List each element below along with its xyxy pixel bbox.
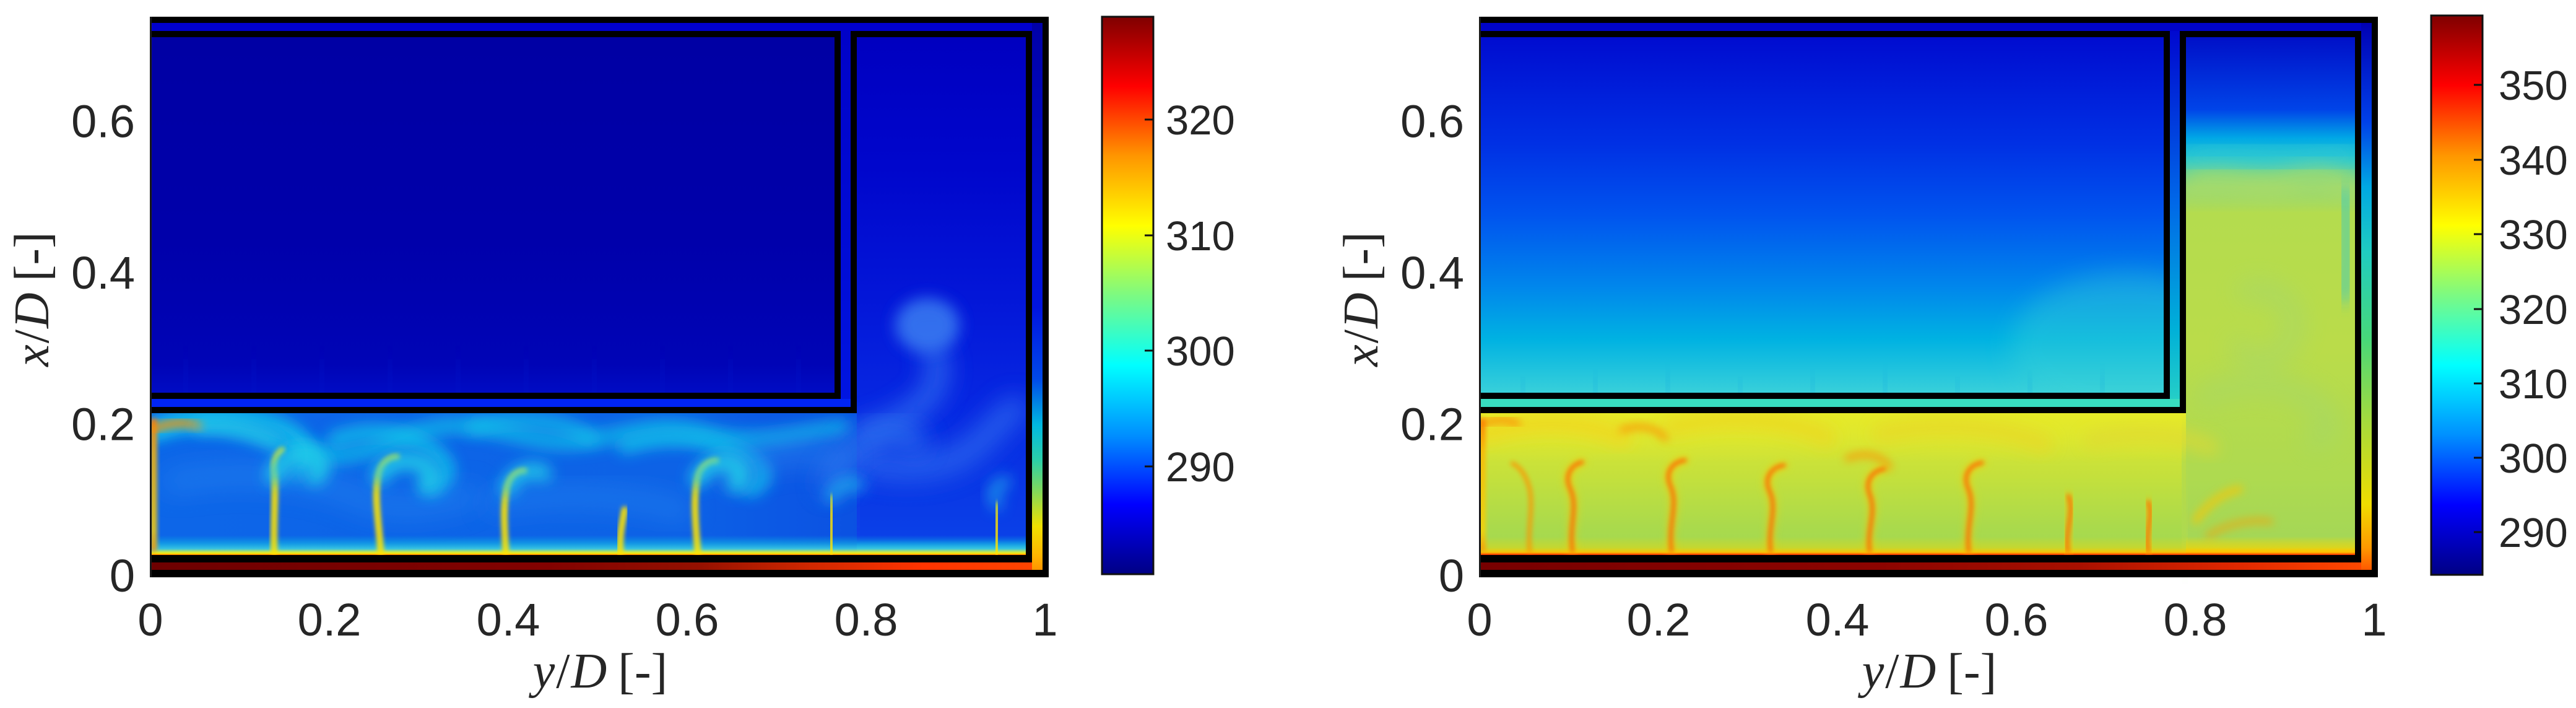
svg-text:x/D[-]: x/D[-]	[5, 232, 59, 367]
svg-text:320: 320	[2499, 287, 2568, 333]
svg-text:0.4: 0.4	[71, 247, 135, 299]
svg-text:1: 1	[1032, 594, 1057, 645]
svg-text:290: 290	[2499, 510, 2568, 556]
svg-text:0: 0	[1467, 594, 1492, 645]
svg-text:0.6: 0.6	[656, 594, 719, 645]
svg-text:0.6: 0.6	[1985, 594, 2049, 645]
svg-text:310: 310	[1166, 213, 1235, 260]
svg-text:350: 350	[2499, 63, 2568, 109]
svg-text:300: 300	[2499, 435, 2568, 482]
svg-text:0.4: 0.4	[1400, 247, 1464, 299]
svg-text:0.2: 0.2	[1400, 399, 1464, 450]
svg-text:0.2: 0.2	[71, 399, 135, 450]
svg-text:0.6: 0.6	[71, 96, 135, 147]
svg-text:0.6: 0.6	[1400, 96, 1464, 147]
svg-text:0.2: 0.2	[298, 594, 362, 645]
svg-text:0: 0	[110, 550, 135, 601]
svg-text:y/D[-]: y/D [-]	[529, 644, 667, 699]
svg-text:y/D[-]: y/D [-]	[1858, 644, 1997, 699]
svg-text:1: 1	[2361, 594, 2387, 645]
svg-text:340: 340	[2499, 138, 2568, 184]
svg-text:x/D[-]: x/D[-]	[1334, 232, 1389, 367]
svg-text:0.4: 0.4	[477, 594, 540, 645]
svg-text:0.8: 0.8	[2164, 594, 2227, 645]
svg-text:0.2: 0.2	[1627, 594, 1691, 645]
svg-text:0.8: 0.8	[835, 594, 898, 645]
svg-text:0.4: 0.4	[1806, 594, 1870, 645]
svg-text:330: 330	[2499, 212, 2568, 258]
svg-text:310: 310	[2499, 361, 2568, 408]
svg-text:0: 0	[137, 594, 163, 645]
svg-text:300: 300	[1166, 328, 1235, 375]
svg-text:290: 290	[1166, 444, 1235, 491]
svg-text:320: 320	[1166, 97, 1235, 144]
svg-text:0: 0	[1439, 550, 1464, 601]
